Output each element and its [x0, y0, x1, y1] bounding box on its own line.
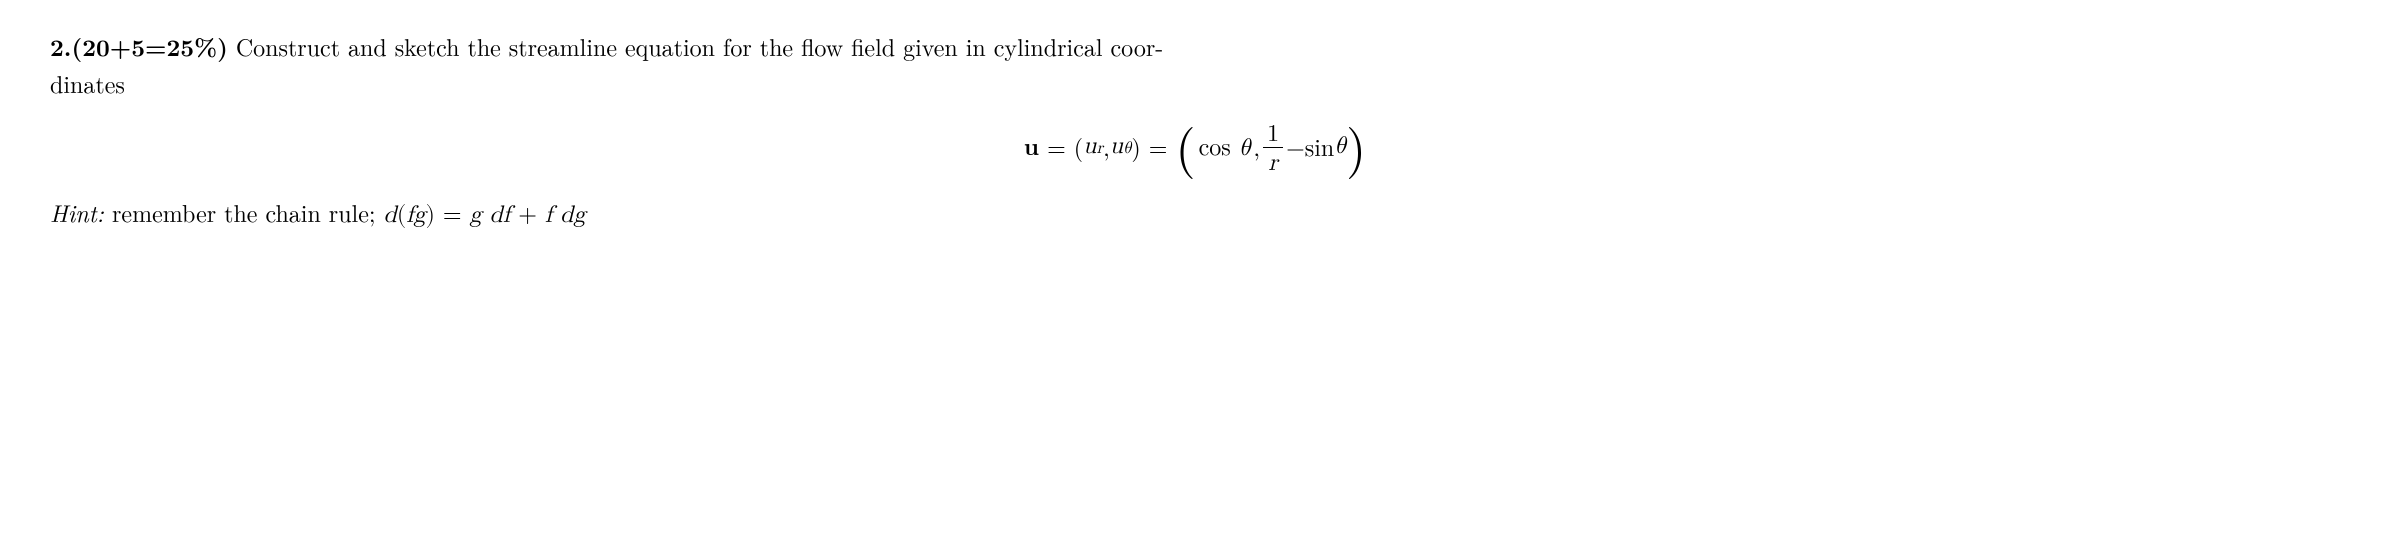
- paren-open-1: (: [1074, 130, 1083, 164]
- cos-term: cos θ: [1199, 129, 1251, 166]
- theta-2: θ: [1334, 130, 1346, 164]
- hint-paren-open: (: [397, 203, 406, 227]
- paren-close-1: ): [1131, 130, 1140, 164]
- hint-dg: dg: [560, 203, 585, 227]
- vector-u: u: [1024, 130, 1039, 164]
- frac-numerator: 1: [1263, 118, 1283, 147]
- hint-f1: f: [406, 203, 413, 227]
- problem-text: Construct and sketch the streamline equa…: [228, 29, 1163, 63]
- u-r-var: u: [1083, 130, 1096, 164]
- hint-sp1: [482, 203, 490, 227]
- hint-paren-close: ): [426, 203, 435, 227]
- minus-sign: −: [1286, 130, 1305, 164]
- hint-g1: g: [414, 203, 426, 227]
- comma-2: ,: [1253, 130, 1260, 164]
- theta-1: θ: [1231, 136, 1251, 160]
- values-tuple: ( cos θ , 1 r − sin θ ): [1175, 118, 1366, 176]
- comma-1: ,: [1103, 130, 1110, 164]
- hint-line: Hint: remember the chain rule; d(fg) = g…: [50, 196, 2340, 233]
- problem-header: 2.(20+5=25%) Construct and sketch the st…: [50, 30, 2340, 65]
- u-theta-sub: θ: [1123, 137, 1131, 161]
- equals-1: =: [1047, 130, 1066, 164]
- hint-eq: d(fg) = g df + f dg: [384, 203, 586, 227]
- hint-text: remember the chain rule;: [104, 195, 384, 229]
- hint-plus: +: [510, 203, 545, 227]
- problem-block: 2.(20+5=25%) Construct and sketch the st…: [50, 30, 2340, 233]
- hint-df: df: [490, 203, 511, 227]
- u-theta-var: u: [1110, 130, 1123, 164]
- components-tuple: ( ur , uθ ): [1074, 130, 1141, 164]
- problem-number: 2.(20+5=25%): [50, 30, 228, 64]
- equation-content: u = ( ur , uθ ) = ( cos θ , 1 r: [1024, 118, 1366, 176]
- hint-g2: g: [470, 203, 482, 227]
- problem-number-text: 2.: [50, 30, 71, 64]
- problem-points: (20+5=25%): [71, 30, 227, 64]
- fraction-1-over-r: 1 r: [1263, 118, 1283, 176]
- hint-sp2: [552, 203, 560, 227]
- problem-text-continued: dinates: [50, 67, 2340, 101]
- frac-denominator: r: [1263, 148, 1283, 176]
- u-r-sub: r: [1097, 137, 1104, 161]
- equation-display: u = ( ur , uθ ) = ( cos θ , 1 r: [50, 118, 2340, 176]
- hint-equals: =: [435, 203, 470, 227]
- hint-d: d: [384, 203, 397, 227]
- equals-2: =: [1149, 130, 1168, 164]
- cos-fn: cos: [1199, 128, 1231, 162]
- hint-label: Hint:: [50, 195, 104, 229]
- sin-fn: sin: [1305, 130, 1334, 164]
